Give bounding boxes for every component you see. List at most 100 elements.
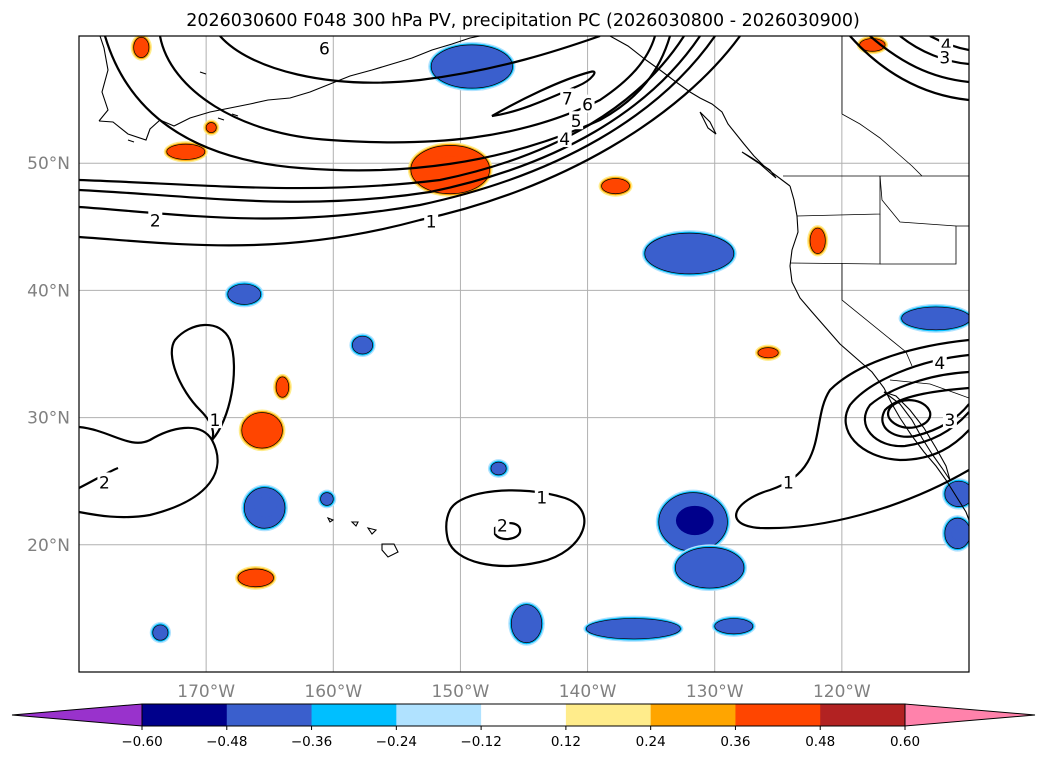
colorbar-extend-max: [904, 703, 1036, 727]
colorbar-extend-min: [11, 703, 143, 727]
pv-contour-2-north: [79, 36, 716, 220]
svg-text:6: 6: [582, 96, 593, 116]
pv-contour-1-west-lobe: [170, 323, 236, 441]
pv-contour-6-upper: [219, 36, 601, 84]
bc-islands: [699, 111, 777, 179]
colorbar: −0.60 −0.48 −0.36 −0.24 −0.12 0.12 0.24 0.36 0.4…: [11, 703, 1036, 750]
lat-label: 50°N: [27, 154, 70, 174]
svg-text:2: 2: [497, 517, 508, 537]
precip-positive-cell: [130, 36, 152, 61]
precip-negative-cell: [655, 489, 731, 555]
precip-negative-cell: [241, 484, 288, 532]
lon-label: 130°W: [686, 682, 744, 702]
precip-positive-cell: [754, 344, 782, 361]
lon-label: 150°W: [432, 682, 490, 702]
pv-contour-2-east: [844, 353, 969, 462]
colorbar-segment: [565, 704, 652, 726]
precip-negative-cell: [349, 333, 376, 358]
political-borders: [783, 36, 969, 399]
precip-positive-cell: [273, 373, 292, 401]
colorbar-tick-label: −0.24: [376, 734, 417, 750]
colorbar-tick-label: 0.60: [890, 734, 920, 750]
pv-contour-label: 5: [569, 111, 584, 132]
pv-contour-ne-2: [869, 36, 969, 84]
pv-contour-label: 6: [317, 38, 332, 60]
lon-label: 120°W: [813, 682, 871, 702]
precip-positive-cell: [238, 409, 286, 452]
precip-negative-cell: [224, 281, 264, 308]
pv-contour-label: 1: [208, 410, 223, 431]
colorbar-tick-label: −0.48: [206, 734, 247, 750]
colorbar-segment: [396, 704, 482, 726]
pv-contour-ne-3: [899, 36, 969, 66]
pv-contour-3-east: [863, 370, 969, 448]
colorbar-segment: [481, 704, 567, 726]
pv-contour-label: 1: [781, 472, 796, 493]
precip-negative-cell: [317, 489, 337, 509]
idaho-border: [879, 175, 957, 227]
svg-text:6: 6: [319, 40, 330, 60]
us-mexico-border: [889, 379, 969, 399]
graticule: [79, 36, 969, 672]
california-nevada-border: [841, 263, 913, 367]
svg-text:2: 2: [99, 473, 110, 493]
pv-contour-label: 3: [937, 47, 952, 69]
precip-negative-cell: [941, 515, 969, 552]
precip-positive-cell: [234, 565, 277, 590]
pv-contour-label: 1: [534, 487, 549, 509]
colorbar-tick-label: 0.36: [720, 734, 750, 750]
colorbar-tick-label: −0.60: [121, 734, 162, 750]
axis-labels: 50°N 40°N 30°N 20°N 170°W 160°W 150°W 140°W 130°…: [27, 154, 871, 702]
svg-text:3: 3: [939, 49, 950, 69]
pv-contour-label: 7: [560, 88, 575, 109]
map-background: [79, 36, 969, 672]
hawaii-islands: [326, 516, 399, 558]
pv-contour-1-central-loop: [445, 489, 586, 567]
svg-text:4: 4: [559, 130, 570, 150]
pv-contour-label: 1: [424, 211, 439, 233]
lon-label: 170°W: [177, 682, 235, 702]
svg-text:7: 7: [562, 89, 573, 109]
lat-label: 20°N: [27, 536, 70, 556]
pv-contour-label: 4: [557, 129, 572, 150]
colorbar-segment: [311, 704, 397, 726]
svg-text:1: 1: [783, 473, 794, 493]
pv-contour-1-east: [735, 338, 969, 530]
pv-contour-6-north: [158, 36, 657, 144]
pv-contour-1-north: [79, 36, 741, 247]
colorbar-tick-label: −0.36: [291, 734, 332, 750]
aleutian-islands: [127, 71, 239, 143]
pv-contour-label: 4: [932, 352, 947, 374]
precip-negative-cell: [583, 615, 684, 642]
pv-contour-label: 6: [580, 94, 595, 116]
precip-negative-cell: [672, 544, 747, 592]
svg-text:1: 1: [536, 489, 547, 509]
lon-label: 140°W: [559, 682, 617, 702]
precip-positive-cell: [807, 225, 829, 257]
svg-text:3: 3: [945, 411, 956, 431]
alaska-canada-border: [841, 36, 923, 177]
svg-text:5: 5: [571, 112, 582, 132]
pv-contour-3-north: [79, 36, 701, 203]
pv-contour-5-north: [103, 36, 672, 172]
colorbar-outline: [141, 703, 906, 727]
idaho-nevada-border: [880, 225, 969, 265]
west-coast-north-america: [789, 185, 969, 521]
coastlines: [98, 36, 969, 558]
colorbar-segment: [820, 704, 906, 726]
pv-contour-7-loop: [491, 70, 596, 118]
colorbar-segment: [226, 704, 313, 726]
colorbar-tick-label: 0.48: [805, 734, 835, 750]
figure-title: 2026030600 F048 300 hPa PV, precipitatio…: [186, 11, 860, 31]
pv-contour-label: 3: [942, 410, 957, 431]
precip-negative-cell: [508, 601, 545, 646]
lat-label: 30°N: [27, 409, 70, 429]
colorbar-segment: [650, 704, 736, 726]
colorbar-tick-label: −0.12: [460, 734, 501, 750]
pv-contour-5-east: [886, 399, 932, 429]
svg-text:4: 4: [934, 354, 945, 374]
precip-negative-cell: [898, 303, 969, 333]
precip-positive-cell: [163, 141, 208, 163]
